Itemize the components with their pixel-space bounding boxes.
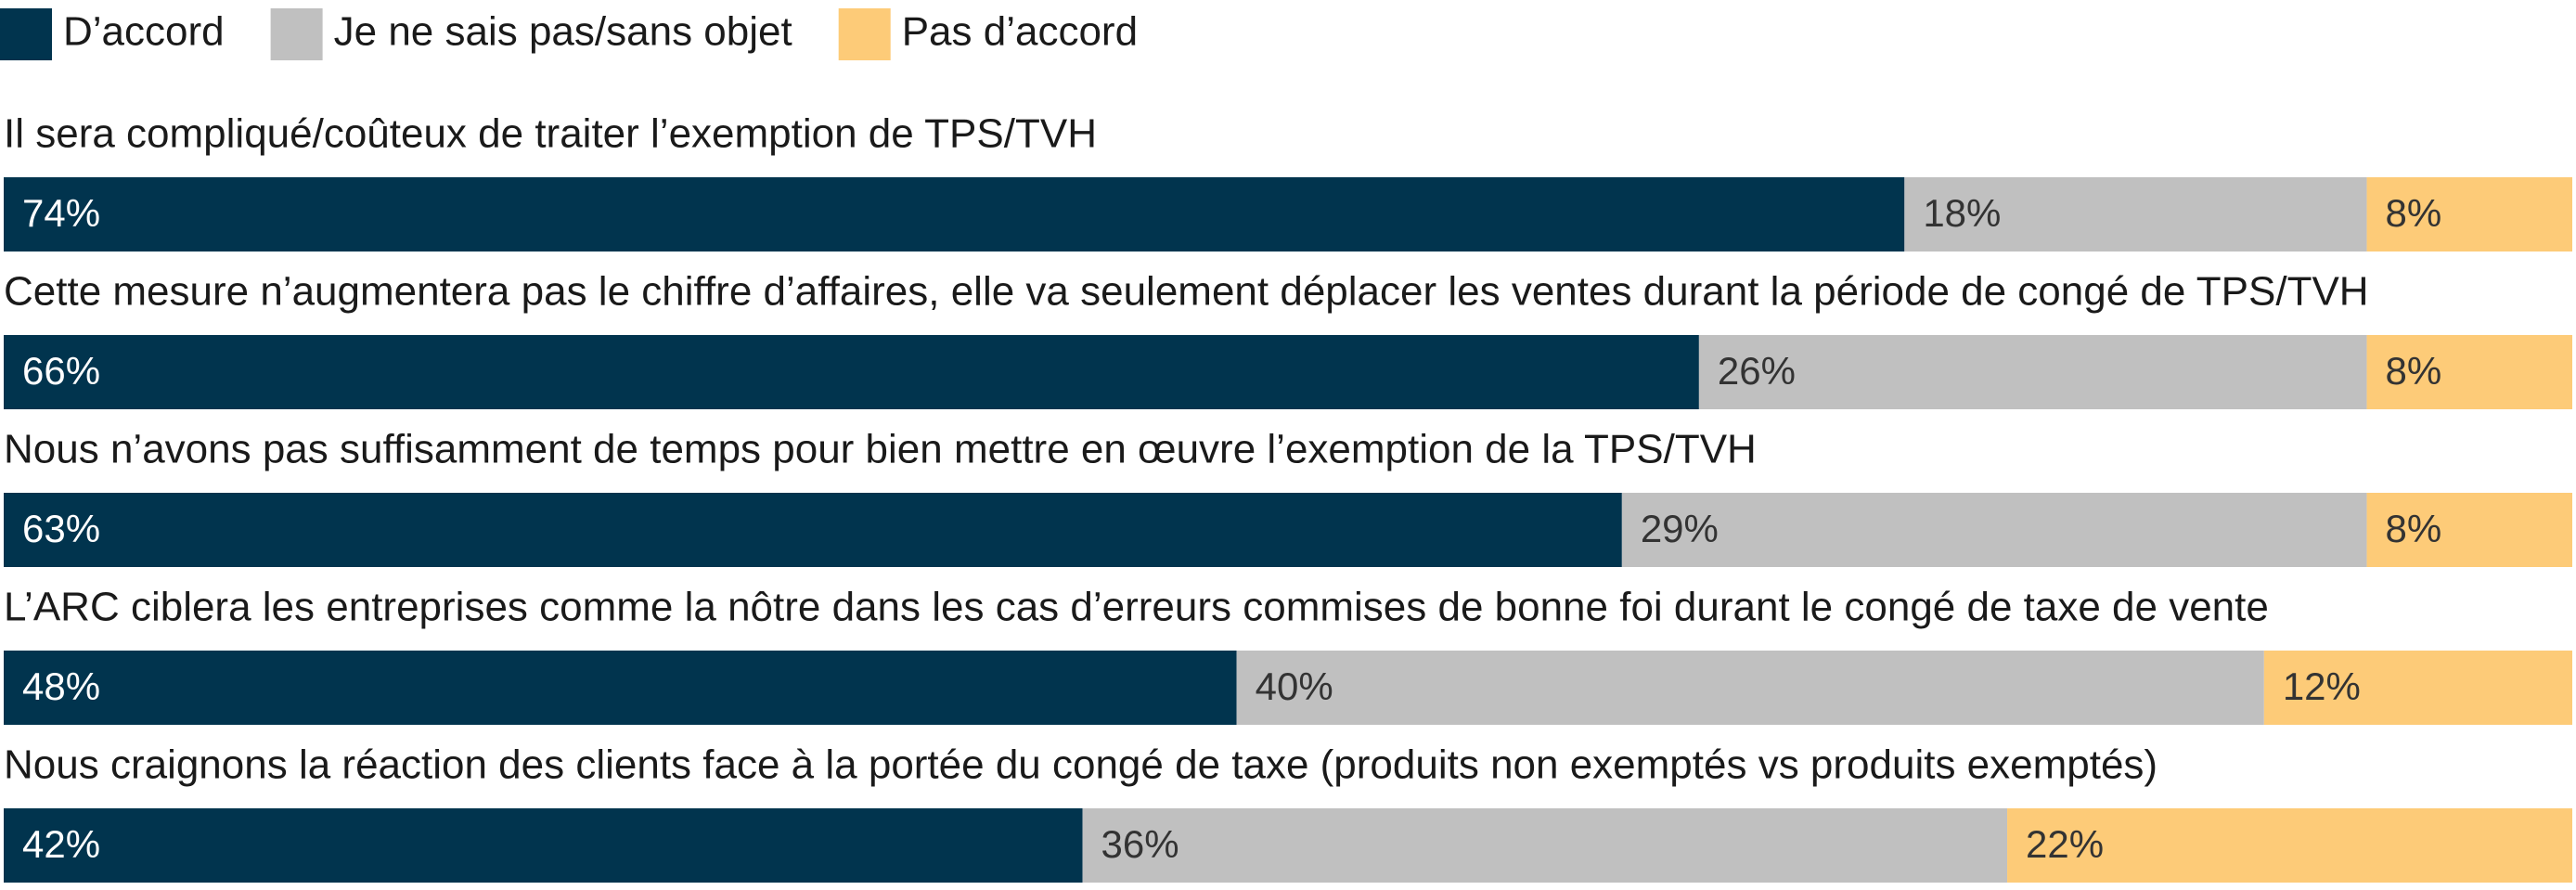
data-label: 29%: [1641, 507, 1719, 550]
legend-label: Pas d’accord: [902, 9, 1138, 55]
data-label: 8%: [2386, 191, 2442, 235]
category-label: Il sera compliqué/coûteux de traiter l’e…: [4, 111, 1097, 157]
bar-segment: [4, 335, 1699, 409]
data-label: 8%: [2386, 349, 2442, 393]
data-label: 26%: [1718, 349, 1796, 393]
bar-segment: [4, 177, 1905, 252]
data-label: 48%: [22, 664, 100, 708]
bar-segment: [4, 808, 1083, 883]
bar-segment: [2263, 651, 2572, 725]
legend-label: Je ne sais pas/sans objet: [334, 9, 792, 55]
data-label: 63%: [22, 507, 100, 550]
legend-swatch: [270, 8, 323, 60]
bar-segment: [1621, 493, 2367, 567]
bar-segment: [2366, 335, 2572, 409]
legend-swatch: [838, 8, 891, 60]
legend-swatch: [0, 8, 52, 60]
bar-segment: [2007, 808, 2572, 883]
data-label: 66%: [22, 349, 100, 393]
data-label: 22%: [2026, 822, 2104, 866]
data-label: 40%: [1256, 664, 1333, 708]
bar-segment: [1904, 177, 2367, 252]
category-label: Cette mesure n’augmentera pas le chiffre…: [4, 269, 2369, 315]
category-label: Nous craignons la réaction des clients f…: [4, 742, 2157, 788]
bar-segment: [4, 493, 1622, 567]
bar-segment: [2366, 177, 2572, 252]
bar-segment: [2366, 493, 2572, 567]
category-label: L’ARC ciblera les entreprises comme la n…: [4, 585, 2269, 630]
bar-segment: [1082, 808, 2008, 883]
bar-segment: [1236, 651, 2264, 725]
bar-segment: [4, 651, 1237, 725]
data-label: 42%: [22, 822, 100, 866]
data-label: 74%: [22, 191, 100, 235]
data-label: 18%: [1923, 191, 2001, 235]
legend-label: D’accord: [63, 9, 225, 55]
category-label: Nous n’avons pas suffisamment de temps p…: [4, 427, 1757, 472]
bar-segment: [1698, 335, 2367, 409]
data-label: 12%: [2283, 664, 2361, 708]
data-label: 36%: [1101, 822, 1179, 866]
data-label: 8%: [2386, 507, 2442, 550]
